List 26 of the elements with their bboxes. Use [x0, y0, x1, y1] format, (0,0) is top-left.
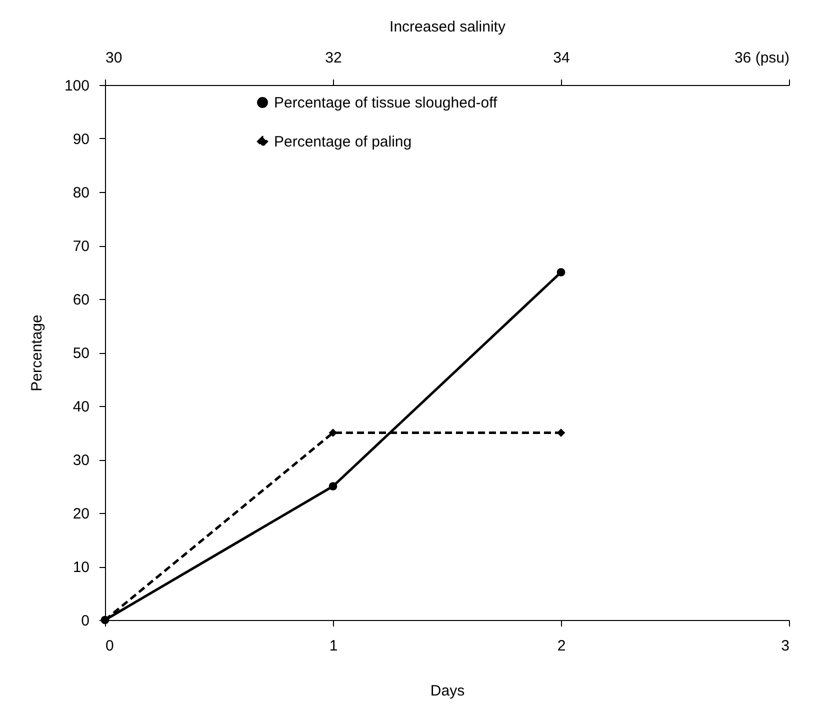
- y-tick-label: 10: [72, 559, 90, 576]
- y-axis-title: Percentage: [28, 314, 46, 392]
- x-tick-label: 0: [106, 638, 114, 654]
- y-tick-label: 80: [72, 184, 90, 202]
- legend-label: Percentage of tissue sloughed-off: [274, 94, 498, 112]
- x2-tick-label: 32: [325, 50, 342, 66]
- x-tick-label: 2: [557, 638, 566, 654]
- point: [556, 268, 566, 276]
- x2-tick-label: 34: [553, 50, 570, 66]
- y-tick-label: 20: [72, 506, 90, 522]
- y-tick-label: 50: [72, 345, 90, 362]
- x-axis-title: Days: [430, 682, 465, 700]
- legend-label: Percentage of paling: [274, 134, 412, 150]
- point: [328, 482, 338, 490]
- y-tick-label: 60: [72, 292, 90, 308]
- x-tick-label: 1: [329, 638, 338, 654]
- y-tick-label: 100: [64, 78, 90, 94]
- y-tick-label: 0: [81, 612, 90, 630]
- y-tick-label: 90: [72, 131, 90, 148]
- y-tick-label: 40: [72, 398, 90, 416]
- y-tick-label: 70: [72, 238, 90, 255]
- x-tick-label: 3: [781, 638, 790, 654]
- x2-axis-title: Increased salinity: [390, 18, 506, 36]
- y-tick-label: 30: [72, 452, 90, 469]
- x2-tick-label: 30: [106, 50, 122, 66]
- x2-tick-label: 36 (psu): [734, 50, 790, 66]
